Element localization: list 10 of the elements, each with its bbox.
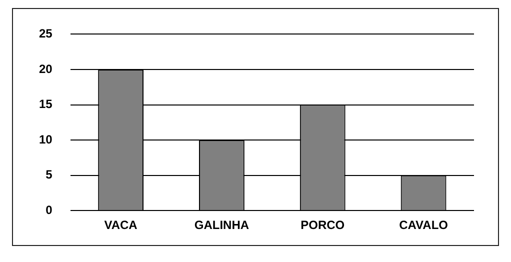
y-tick-label: 5 — [46, 168, 53, 182]
x-tick-label: CAVALO — [399, 218, 448, 232]
y-tick-label: 15 — [38, 97, 53, 112]
y-tick-label: 10 — [38, 132, 53, 146]
x-tick-label: GALINHA — [194, 218, 250, 232]
x-tick-label: PORCO — [300, 218, 345, 232]
x-tick-label: VACA — [104, 218, 138, 232]
y-tick-label: 0 — [46, 202, 53, 217]
y-tick-label: 20 — [38, 62, 53, 76]
y-tick-label: 25 — [38, 26, 53, 41]
